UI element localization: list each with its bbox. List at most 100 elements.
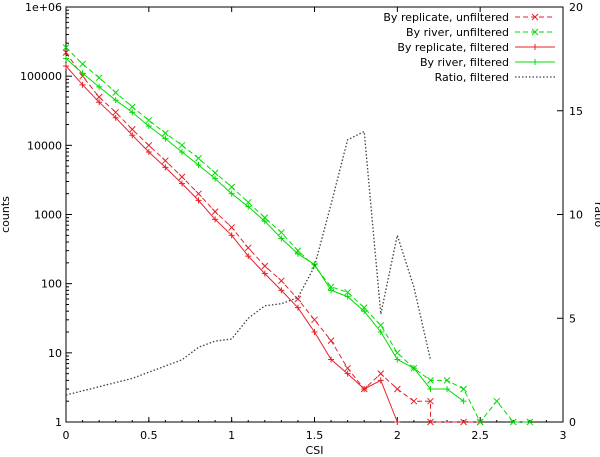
data-point [344,364,351,372]
data-point [261,218,268,225]
y-tick-label: 100000 [20,70,62,83]
data-point [63,63,69,70]
data-point-mark [244,244,252,252]
data-point [294,250,301,257]
data-point [112,114,119,121]
y-tick-label: 100 [41,278,62,291]
data-point [427,377,434,384]
data-point-mark [344,364,351,372]
y2-tick-label: 5 [569,312,576,325]
data-point [377,377,384,384]
data-point [394,419,401,425]
x-tick-label: 1.5 [306,429,324,442]
legend-entry: Ratio, filtered [435,71,555,84]
data-point [211,208,219,215]
data-point [245,253,252,260]
data-point-mark [62,44,70,51]
data-point-mark [393,385,401,393]
data-point-mark [145,141,153,149]
data-point [62,49,70,56]
data-point [162,157,169,165]
x-tick-label: 1 [228,429,235,442]
data-point [311,329,318,336]
data-point-mark [493,397,501,405]
data-point [145,149,152,156]
x-tick-label: 2.5 [471,429,489,442]
data-point [344,370,351,377]
data-point [228,183,236,191]
data-point-mark [244,198,252,206]
data-point [294,247,302,255]
data-point [377,329,384,336]
data-point-mark [327,337,335,345]
data-point [377,321,385,329]
legend-label: Ratio, filtered [435,71,509,84]
data-point [327,337,335,345]
data-point-mark [128,103,136,111]
x-tick-label: 0.5 [140,429,158,442]
data-point [162,135,169,142]
data-point [344,288,351,296]
x-tick-label: 3 [560,429,567,442]
data-point [327,283,335,291]
data-point-mark [294,247,302,255]
data-point-mark [228,224,236,231]
data-point [244,244,252,252]
data-point [178,149,185,156]
data-point [129,132,136,139]
series-line [65,130,432,396]
y2-axis: 0 5 10 15 20 [557,1,583,429]
data-point [245,203,252,210]
series-layer [62,44,534,426]
data-point-mark [393,349,401,357]
data-point [476,418,484,426]
data-point-mark [95,93,103,101]
data-point-mark [327,283,335,291]
legend: By replicate, unfiltered By river, unfilt… [383,11,555,84]
data-point [112,97,119,104]
data-point-mark [377,370,385,378]
series-line [65,47,530,423]
legend-marker [531,13,539,21]
data-point [112,89,120,96]
data-point [178,173,186,181]
y2-axis-title: ratio [592,202,600,228]
y-tick-label: 1000 [34,209,62,222]
y-tick-label: 1e+06 [25,1,62,14]
data-point-mark [228,183,236,191]
series-4 [65,130,432,396]
data-point [311,316,318,324]
data-point [162,129,169,137]
legend-label: By replicate, unfiltered [383,11,509,24]
data-point [212,216,219,223]
data-point-mark [460,418,467,426]
data-point [63,55,69,62]
data-point-mark [311,316,318,324]
data-point-mark [95,74,103,82]
data-point [128,126,136,133]
data-point [112,108,120,116]
data-point-mark [195,190,202,198]
data-point [460,398,467,405]
legend-entry: By river, unfiltered [406,26,555,39]
series-3 [63,55,467,405]
y-tick-label: 1 [55,416,62,429]
data-point [96,99,103,106]
data-point [95,74,103,82]
data-point-mark [112,89,120,96]
series-line [65,58,464,402]
data-point-mark [526,418,534,426]
y-tick-label: 10000 [27,139,62,152]
data-point [195,161,202,168]
data-point-mark [476,418,484,426]
data-point [261,270,268,277]
data-point [361,385,368,392]
x-axis-title: CSI [306,444,324,457]
plot-frame [65,6,564,423]
y2-tick-label: 10 [569,209,583,222]
data-point [145,141,153,149]
data-point [427,418,434,426]
data-point [244,198,252,206]
series-line [65,52,481,423]
